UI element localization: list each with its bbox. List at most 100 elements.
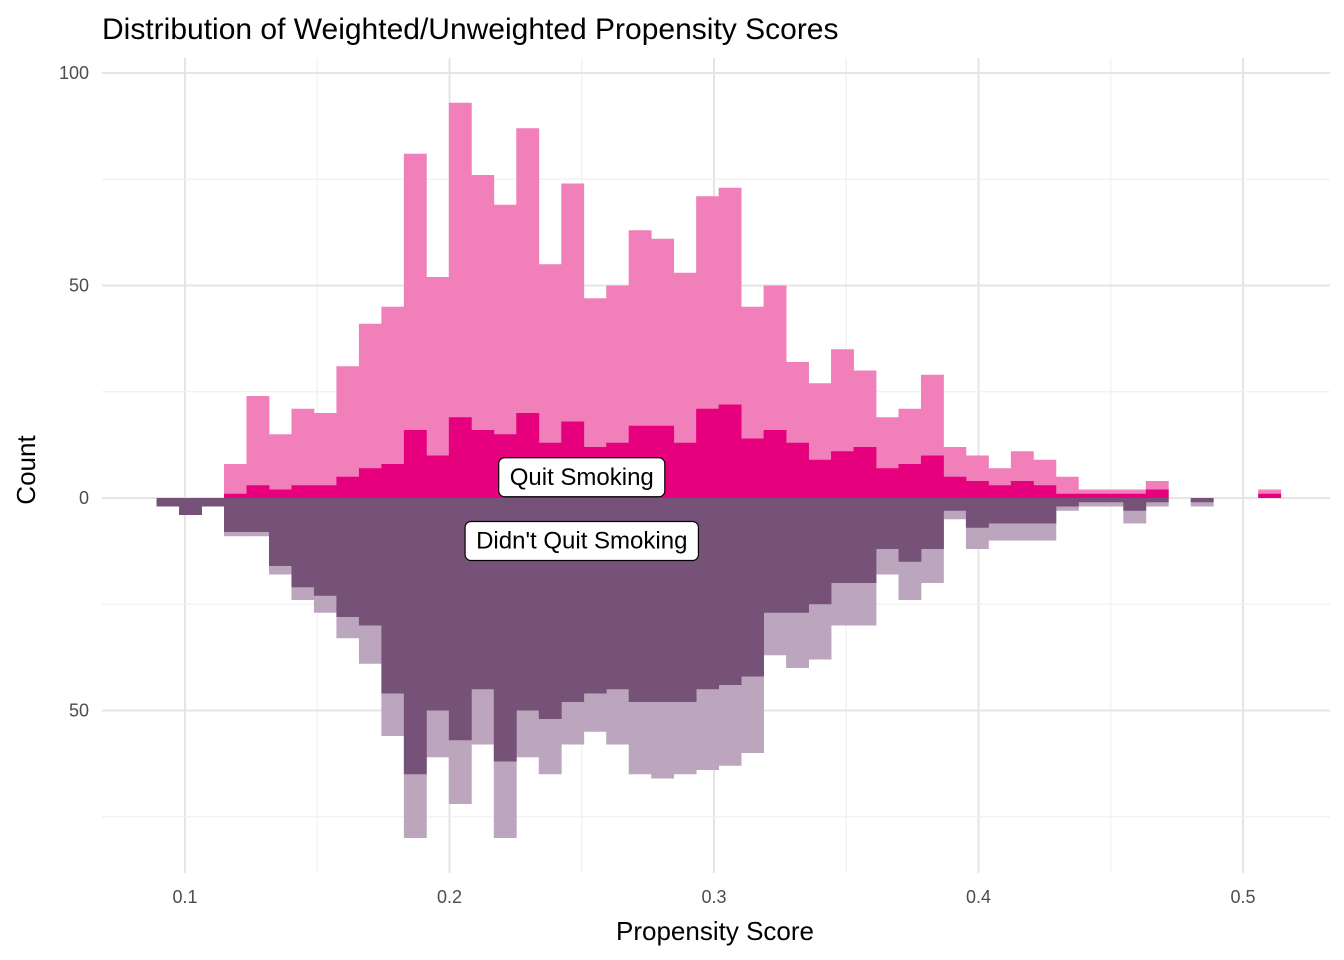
bar-quit-weighted-16 (516, 128, 540, 498)
bar-quit-unweighted-39 (1033, 485, 1057, 498)
bar-quit-unweighted-28 (786, 442, 809, 498)
bar-didnt_quit-unweighted-15 (493, 498, 517, 762)
bar-didnt_quit-unweighted-0 (156, 498, 180, 507)
y-tick-label: 50 (69, 701, 89, 721)
bar-didnt_quit-unweighted-9 (358, 498, 382, 626)
bar-quit-unweighted-14 (471, 430, 495, 498)
bar-quit-unweighted-34 (920, 455, 944, 498)
bar-quit-unweighted-24 (696, 408, 720, 498)
y-axis-title: Count (11, 435, 41, 505)
y-tick-label: 50 (69, 276, 89, 296)
bar-quit-unweighted-33 (898, 464, 922, 498)
bar-quit-unweighted-23 (673, 442, 697, 498)
bar-quit-unweighted-6 (291, 485, 315, 498)
bar-quit-weighted-3 (224, 464, 247, 498)
bar-quit-unweighted-32 (876, 468, 899, 498)
bar-quit-weighted-13 (448, 102, 472, 498)
bar-quit-unweighted-42 (1100, 493, 1124, 498)
bar-quit-unweighted-25 (718, 404, 742, 498)
bar-didnt_quit-unweighted-27 (763, 498, 787, 613)
bar-quit-unweighted-10 (381, 464, 405, 498)
bar-quit-unweighted-41 (1078, 493, 1102, 498)
bar-quit-unweighted-3 (224, 493, 247, 498)
label-layer: Quit Smoking Didn't Quit Smoking (464, 457, 700, 562)
bar-didnt_quit-unweighted-32 (876, 498, 899, 549)
bar-quit-weighted-14 (471, 175, 495, 498)
bar-quit-unweighted-7 (313, 485, 337, 498)
bar-quit-weighted-11 (403, 153, 427, 498)
y-tick-label: 100 (59, 63, 89, 83)
bar-didnt_quit-unweighted-1 (179, 498, 202, 515)
x-tick-label: 0.2 (437, 887, 462, 907)
bar-quit-weighted-6 (291, 408, 315, 498)
bar-quit-weighted-17 (538, 264, 562, 498)
bar-quit-unweighted-11 (403, 430, 427, 498)
bar-quit-unweighted-37 (988, 485, 1012, 498)
bar-didnt_quit-unweighted-5 (268, 498, 292, 566)
bar-didnt_quit-unweighted-33 (898, 498, 922, 562)
bar-quit-unweighted-35 (943, 476, 967, 498)
bar-quit-weighted-10 (381, 306, 405, 498)
x-tick-label: 0.1 (172, 887, 197, 907)
bar-quit-unweighted-44 (1145, 489, 1169, 498)
bar-didnt_quit-unweighted-31 (853, 498, 877, 583)
bar-didnt_quit-unweighted-3 (224, 498, 247, 532)
bar-layer (156, 102, 1282, 838)
bar-quit-unweighted-36 (965, 481, 989, 498)
x-tick-label: 0.3 (701, 887, 726, 907)
bar-didnt_quit-unweighted-34 (920, 498, 944, 549)
bar-quit-unweighted-12 (426, 455, 450, 498)
bar-quit-weighted-40 (1055, 476, 1079, 498)
bar-didnt_quit-unweighted-41 (1078, 498, 1102, 503)
bar-quit-unweighted-43 (1123, 493, 1147, 498)
bar-quit-unweighted-38 (1010, 481, 1034, 498)
bar-didnt_quit-unweighted-38 (1010, 498, 1034, 524)
label-box (464, 520, 700, 562)
bar-quit-weighted-8 (336, 366, 360, 498)
bar-didnt_quit-unweighted-42 (1100, 498, 1124, 503)
bar-didnt_quit-unweighted-36 (965, 498, 989, 528)
x-tick-label: 0.4 (966, 887, 991, 907)
chart-title: Distribution of Weighted/Unweighted Prop… (102, 13, 839, 46)
y-tick-label: 0 (79, 488, 89, 508)
bar-quit-weighted-9 (358, 323, 382, 498)
bar-quit-weighted-18 (561, 183, 585, 498)
bar-quit-unweighted-29 (808, 459, 832, 498)
bar-quit-unweighted-26 (741, 438, 764, 498)
bar-quit-unweighted-49 (1258, 493, 1282, 498)
bar-quit-unweighted-40 (1055, 493, 1079, 498)
bar-quit-unweighted-5 (268, 489, 292, 498)
label-text: Quit Smoking (510, 464, 654, 491)
bar-didnt_quit-unweighted-10 (381, 498, 405, 694)
bar-didnt_quit-unweighted-46 (1190, 498, 1214, 503)
label-quit-smoking: Quit Smoking (498, 457, 666, 498)
tick-layer: 0.1 0.2 0.3 0.4 0.5 100 50 0 50 (59, 63, 1256, 907)
bar-quit-weighted-15 (493, 204, 517, 498)
bar-didnt_quit-unweighted-2 (201, 498, 225, 507)
bar-didnt_quit-unweighted-28 (786, 498, 809, 613)
bar-quit-unweighted-30 (831, 451, 854, 498)
bar-didnt_quit-unweighted-26 (741, 498, 764, 677)
bar-quit-unweighted-13 (448, 417, 472, 498)
bar-didnt_quit-unweighted-29 (808, 498, 832, 605)
bar-quit-unweighted-31 (853, 447, 877, 498)
bar-didnt_quit-unweighted-11 (403, 498, 427, 775)
label-didnt-quit-smoking: Didn't Quit Smoking (464, 520, 700, 562)
bar-didnt_quit-unweighted-35 (943, 498, 967, 511)
bar-quit-unweighted-27 (763, 430, 787, 498)
bar-quit-unweighted-8 (336, 476, 360, 498)
bar-quit-weighted-4 (246, 396, 270, 498)
bar-didnt_quit-unweighted-30 (831, 498, 854, 583)
bar-didnt_quit-unweighted-24 (696, 498, 720, 690)
label-text: Didn't Quit Smoking (476, 528, 687, 555)
bar-didnt_quit-unweighted-43 (1123, 498, 1147, 511)
bar-didnt_quit-unweighted-12 (426, 498, 450, 711)
x-tick-label: 0.5 (1230, 887, 1255, 907)
bar-didnt_quit-unweighted-25 (718, 498, 742, 685)
bar-didnt_quit-unweighted-39 (1033, 498, 1057, 524)
bar-didnt_quit-unweighted-7 (313, 498, 337, 596)
x-axis-title: Propensity Score (616, 916, 814, 946)
bar-didnt_quit-unweighted-40 (1055, 498, 1079, 507)
bar-quit-weighted-7 (313, 413, 337, 498)
